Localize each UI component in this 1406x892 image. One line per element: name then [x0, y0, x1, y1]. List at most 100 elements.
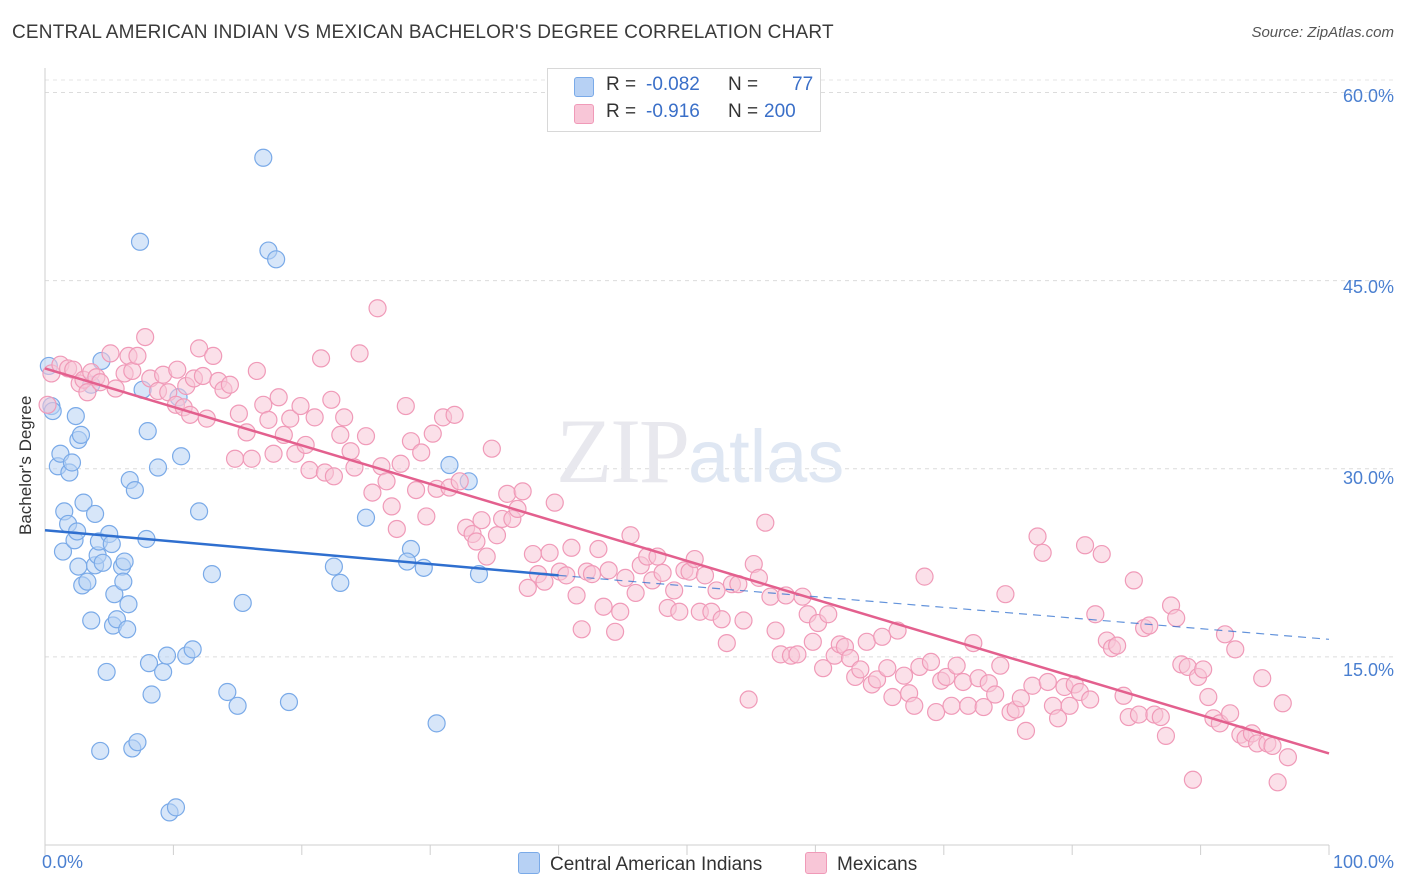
- data-point: [1033, 543, 1052, 562]
- data-point: [1156, 726, 1176, 745]
- data-point: [487, 526, 507, 545]
- data-point: [915, 567, 934, 586]
- trend-line: [44, 528, 559, 577]
- data-point: [540, 543, 559, 562]
- data-point: [582, 565, 602, 584]
- data-point: [53, 542, 73, 561]
- data-point: [247, 361, 266, 381]
- legend-n-value: 200: [764, 101, 796, 122]
- data-point: [665, 581, 684, 600]
- data-point: [883, 687, 902, 707]
- data-point: [148, 458, 168, 477]
- data-point: [267, 250, 286, 269]
- data-point: [142, 685, 161, 704]
- data-point: [1129, 705, 1149, 724]
- data-point: [130, 232, 150, 251]
- data-point: [1183, 770, 1202, 789]
- data-point: [324, 557, 343, 576]
- data-point: [412, 443, 431, 462]
- data-point: [921, 652, 941, 672]
- data-point: [707, 581, 726, 600]
- data-point: [991, 656, 1010, 675]
- data-point: [423, 424, 442, 443]
- data-point: [118, 620, 137, 639]
- legend-r-label: R =: [606, 74, 637, 95]
- data-point: [139, 654, 159, 673]
- data-point: [996, 585, 1015, 604]
- data-point: [905, 696, 924, 715]
- data-point: [712, 610, 731, 629]
- data-point: [189, 339, 209, 358]
- data-point: [136, 327, 155, 347]
- data-point: [396, 396, 415, 416]
- data-point: [482, 439, 501, 458]
- data-point: [611, 602, 630, 621]
- chart-source: Source: ZipAtlas.com: [1251, 24, 1394, 41]
- data-point: [229, 404, 248, 423]
- trend-line-extension: [558, 574, 1330, 640]
- data-point: [157, 646, 177, 665]
- data-point: [93, 553, 112, 572]
- legend-n-label: N =: [728, 74, 759, 95]
- data-point: [1028, 527, 1047, 546]
- data-point: [1075, 536, 1095, 555]
- data-point: [233, 593, 252, 613]
- data-point: [1221, 704, 1240, 723]
- data-point: [322, 390, 341, 409]
- data-point: [477, 547, 496, 566]
- legend-swatch: [574, 104, 594, 124]
- data-point: [331, 573, 350, 592]
- data-point: [114, 572, 133, 591]
- data-point: [513, 482, 532, 501]
- data-point: [1060, 696, 1079, 715]
- data-point: [311, 349, 331, 368]
- data-point: [851, 660, 870, 679]
- trend-line: [44, 367, 1330, 755]
- data-point: [154, 662, 173, 682]
- data-point: [38, 395, 57, 414]
- data-point: [616, 568, 635, 587]
- data-point: [387, 519, 406, 539]
- data-point: [814, 659, 833, 678]
- data-point: [1278, 748, 1298, 767]
- watermark-atlas: atlas: [688, 415, 845, 498]
- data-point: [594, 597, 613, 616]
- data-point: [1215, 625, 1235, 644]
- data-point: [123, 361, 142, 381]
- data-point: [766, 621, 785, 640]
- data-point: [279, 692, 299, 712]
- data-point: [1151, 707, 1170, 727]
- legend-swatch: [518, 852, 540, 874]
- data-point: [254, 395, 273, 414]
- data-point: [937, 667, 956, 687]
- y-axis-label: Bachelor's Degree: [16, 395, 35, 535]
- data-point: [183, 640, 202, 659]
- data-point: [819, 605, 838, 624]
- data-point: [401, 432, 421, 451]
- y-tick-label: 30.0%: [1342, 468, 1394, 488]
- data-point: [391, 454, 410, 473]
- data-point: [878, 659, 897, 678]
- data-point: [128, 733, 147, 752]
- data-point: [242, 449, 261, 468]
- legend-n-label: N =: [728, 101, 759, 122]
- data-point: [1268, 773, 1287, 792]
- data-point: [78, 383, 97, 402]
- data-point: [567, 586, 586, 605]
- data-point: [218, 682, 237, 702]
- data-point: [168, 360, 187, 379]
- data-point: [305, 408, 324, 427]
- data-point: [867, 670, 887, 689]
- data-point: [91, 741, 110, 761]
- data-point: [953, 672, 973, 692]
- data-point: [101, 344, 120, 363]
- data-point: [562, 538, 581, 557]
- data-point: [947, 656, 966, 675]
- data-point: [734, 611, 753, 630]
- data-point: [739, 690, 758, 709]
- data-point: [1023, 676, 1042, 695]
- data-point: [125, 480, 144, 500]
- data-point: [1199, 687, 1218, 707]
- data-point: [356, 427, 376, 446]
- legend-swatch: [805, 852, 827, 874]
